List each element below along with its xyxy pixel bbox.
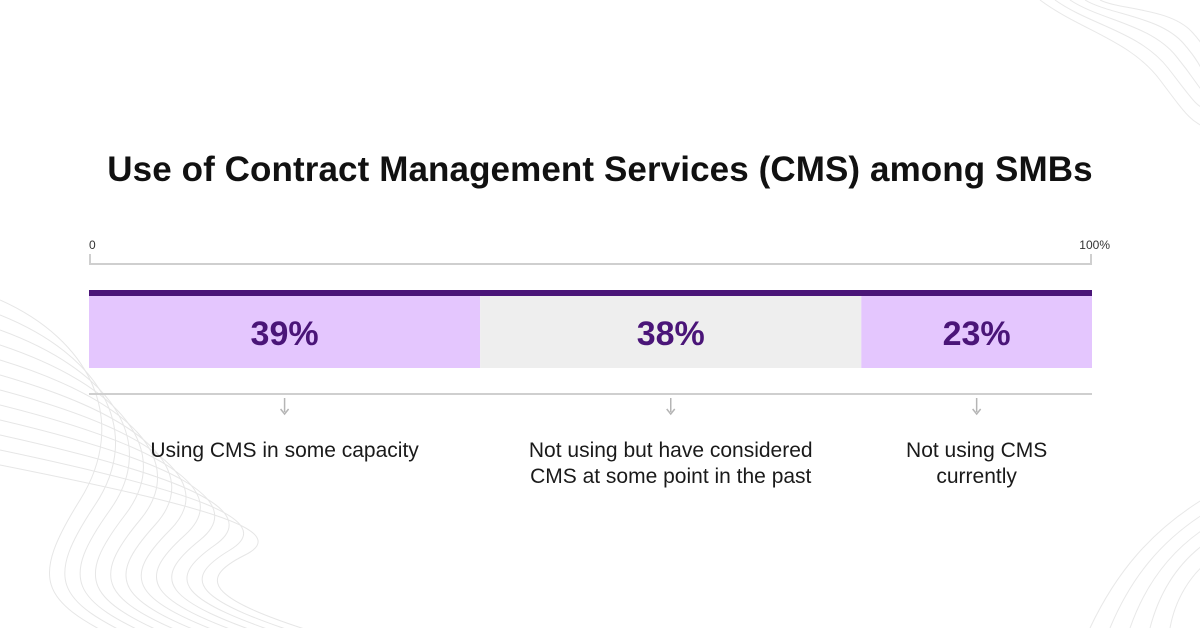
chart-title: Use of Contract Management Services (CMS… — [107, 150, 1093, 189]
value-label-3: 23% — [943, 315, 1011, 353]
category-label-1: Using CMS in some capacity — [150, 439, 419, 462]
value-label-2: 38% — [637, 315, 705, 353]
bar-top-accent — [89, 290, 1092, 296]
tick-label-start: 0 — [89, 238, 96, 252]
bar-segment-2 — [480, 296, 862, 368]
category-label-2: Not using but have considered CMS at som… — [528, 439, 813, 488]
category-label-3: Not using CMS currently — [906, 439, 1048, 488]
tick-label-end: 100% — [1079, 238, 1110, 252]
bar-segment-3 — [861, 296, 1092, 368]
pointer-arrow-2-head — [666, 408, 676, 416]
value-label-1: 39% — [251, 315, 319, 353]
bar-segment-1 — [89, 296, 481, 368]
pointer-arrow-1-head — [279, 408, 290, 416]
pointer-arrow-3-head — [972, 408, 982, 416]
